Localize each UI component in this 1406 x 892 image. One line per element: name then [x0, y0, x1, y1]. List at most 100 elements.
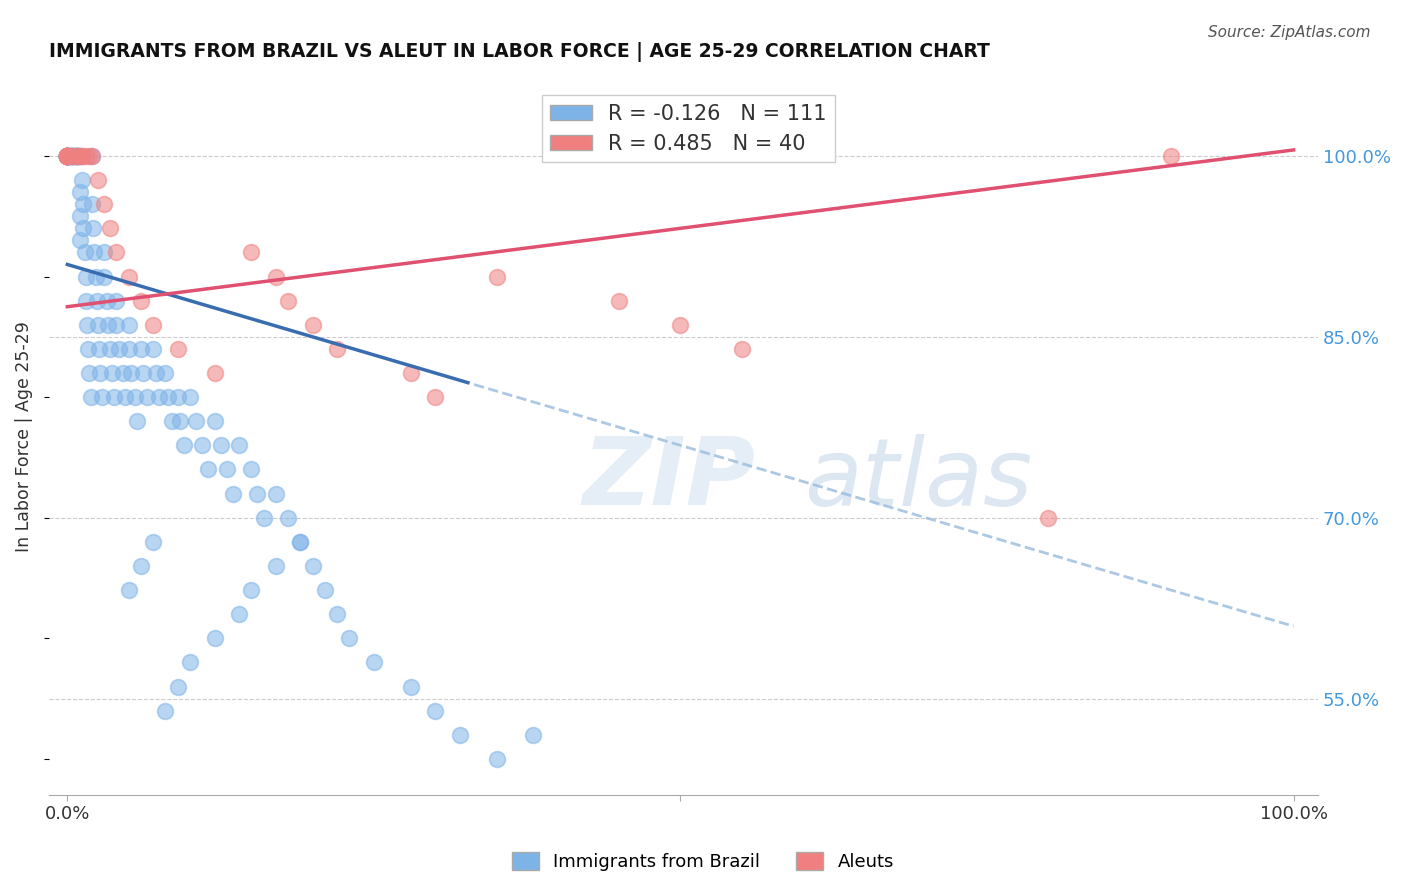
Text: Source: ZipAtlas.com: Source: ZipAtlas.com: [1208, 25, 1371, 40]
Point: [160, 414, 183, 428]
Point: [179, 390, 201, 404]
Point: [56, 149, 79, 163]
Point: [97, 318, 120, 332]
Point: [264, 269, 287, 284]
Point: [63, 149, 86, 163]
Point: [77, 342, 100, 356]
Point: [166, 390, 188, 404]
Point: [607, 293, 630, 308]
Point: [1038, 510, 1060, 524]
Point: [290, 534, 312, 549]
Point: [290, 534, 312, 549]
Point: [56, 149, 79, 163]
Point: [60, 149, 83, 163]
Point: [314, 583, 336, 598]
Point: [204, 414, 226, 428]
Point: [62, 149, 84, 163]
Point: [56, 149, 79, 163]
Point: [56, 149, 79, 163]
Point: [222, 486, 245, 500]
Point: [56, 149, 79, 163]
Point: [87, 318, 110, 332]
Point: [96, 293, 118, 308]
Point: [69, 149, 91, 163]
Point: [228, 607, 250, 622]
Text: ZIP: ZIP: [582, 434, 755, 525]
Point: [148, 390, 170, 404]
Point: [326, 607, 349, 622]
Point: [209, 438, 232, 452]
Point: [129, 293, 152, 308]
Point: [66, 149, 89, 163]
Point: [60, 149, 83, 163]
Point: [72, 197, 94, 211]
Point: [69, 185, 91, 199]
Point: [142, 534, 165, 549]
Point: [79, 366, 101, 380]
Point: [124, 390, 146, 404]
Point: [103, 390, 125, 404]
Point: [67, 149, 90, 163]
Point: [100, 366, 122, 380]
Point: [399, 680, 422, 694]
Point: [277, 293, 299, 308]
Point: [204, 632, 226, 646]
Point: [184, 414, 207, 428]
Point: [56, 149, 79, 163]
Point: [105, 318, 128, 332]
Point: [166, 342, 188, 356]
Point: [118, 269, 141, 284]
Point: [56, 149, 79, 163]
Point: [80, 149, 103, 163]
Point: [522, 728, 544, 742]
Point: [98, 342, 121, 356]
Point: [228, 438, 250, 452]
Point: [65, 149, 87, 163]
Point: [56, 149, 79, 163]
Point: [56, 149, 79, 163]
Point: [72, 221, 94, 235]
Text: IMMIGRANTS FROM BRAZIL VS ALEUT IN LABOR FORCE | AGE 25-29 CORRELATION CHART: IMMIGRANTS FROM BRAZIL VS ALEUT IN LABOR…: [49, 42, 990, 62]
Point: [56, 149, 79, 163]
Point: [120, 366, 142, 380]
Point: [264, 558, 287, 573]
Legend: R = -0.126   N = 111, R = 0.485   N = 40: R = -0.126 N = 111, R = 0.485 N = 40: [541, 95, 835, 162]
Point: [62, 149, 84, 163]
Point: [240, 462, 263, 476]
Point: [111, 366, 134, 380]
Point: [118, 583, 141, 598]
Legend: Immigrants from Brazil, Aleuts: Immigrants from Brazil, Aleuts: [505, 845, 901, 879]
Point: [69, 233, 91, 247]
Point: [129, 558, 152, 573]
Point: [326, 342, 349, 356]
Point: [166, 680, 188, 694]
Point: [56, 149, 79, 163]
Point: [56, 149, 79, 163]
Point: [69, 149, 91, 163]
Point: [80, 149, 103, 163]
Point: [79, 149, 101, 163]
Point: [82, 221, 104, 235]
Point: [93, 269, 115, 284]
Point: [240, 583, 263, 598]
Point: [56, 149, 79, 163]
Y-axis label: In Labor Force | Age 25-29: In Labor Force | Age 25-29: [15, 321, 32, 552]
Point: [127, 414, 149, 428]
Point: [56, 149, 79, 163]
Point: [246, 486, 269, 500]
Point: [86, 293, 108, 308]
Point: [69, 209, 91, 223]
Point: [240, 245, 263, 260]
Point: [75, 149, 97, 163]
Point: [56, 149, 79, 163]
Point: [449, 728, 471, 742]
Point: [145, 366, 167, 380]
Point: [399, 366, 422, 380]
Point: [65, 149, 87, 163]
Point: [252, 510, 274, 524]
Point: [118, 342, 141, 356]
Point: [179, 656, 201, 670]
Point: [87, 173, 110, 187]
Point: [425, 704, 447, 718]
Point: [76, 318, 98, 332]
